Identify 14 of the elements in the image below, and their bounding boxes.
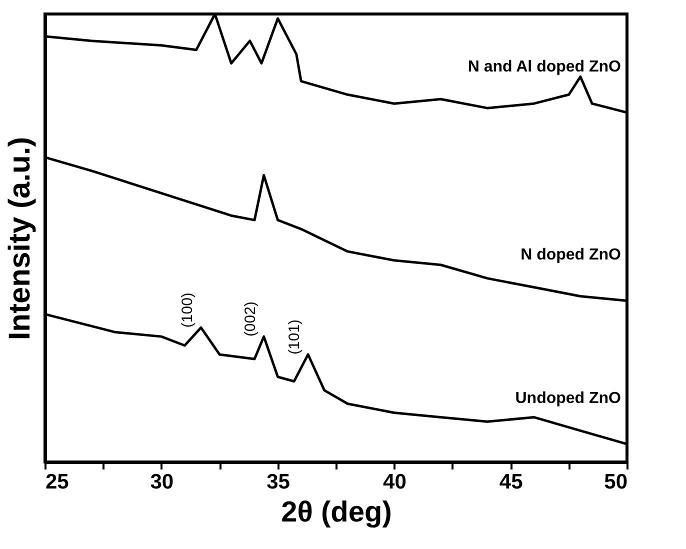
x-tick-label: 35 xyxy=(266,470,290,494)
x-tick-label: 45 xyxy=(499,470,524,494)
annotation: (101) xyxy=(286,319,304,354)
x-tick-label: 50 xyxy=(604,470,628,494)
annotation: (002) xyxy=(242,302,259,337)
series-label: N doped ZnO xyxy=(520,246,621,264)
y-axis-title: Intensity (a.u.) xyxy=(4,136,36,340)
x-tick-label: 40 xyxy=(383,470,406,494)
x-axis-title: 2θ (deg) xyxy=(281,496,392,528)
series-label: N and Al doped ZnO xyxy=(468,58,621,76)
x-tick-label: 25 xyxy=(46,470,70,494)
x-tick-label: 30 xyxy=(150,470,174,494)
series-label: Undoped ZnO xyxy=(515,390,621,408)
annotation: (100) xyxy=(178,292,196,328)
